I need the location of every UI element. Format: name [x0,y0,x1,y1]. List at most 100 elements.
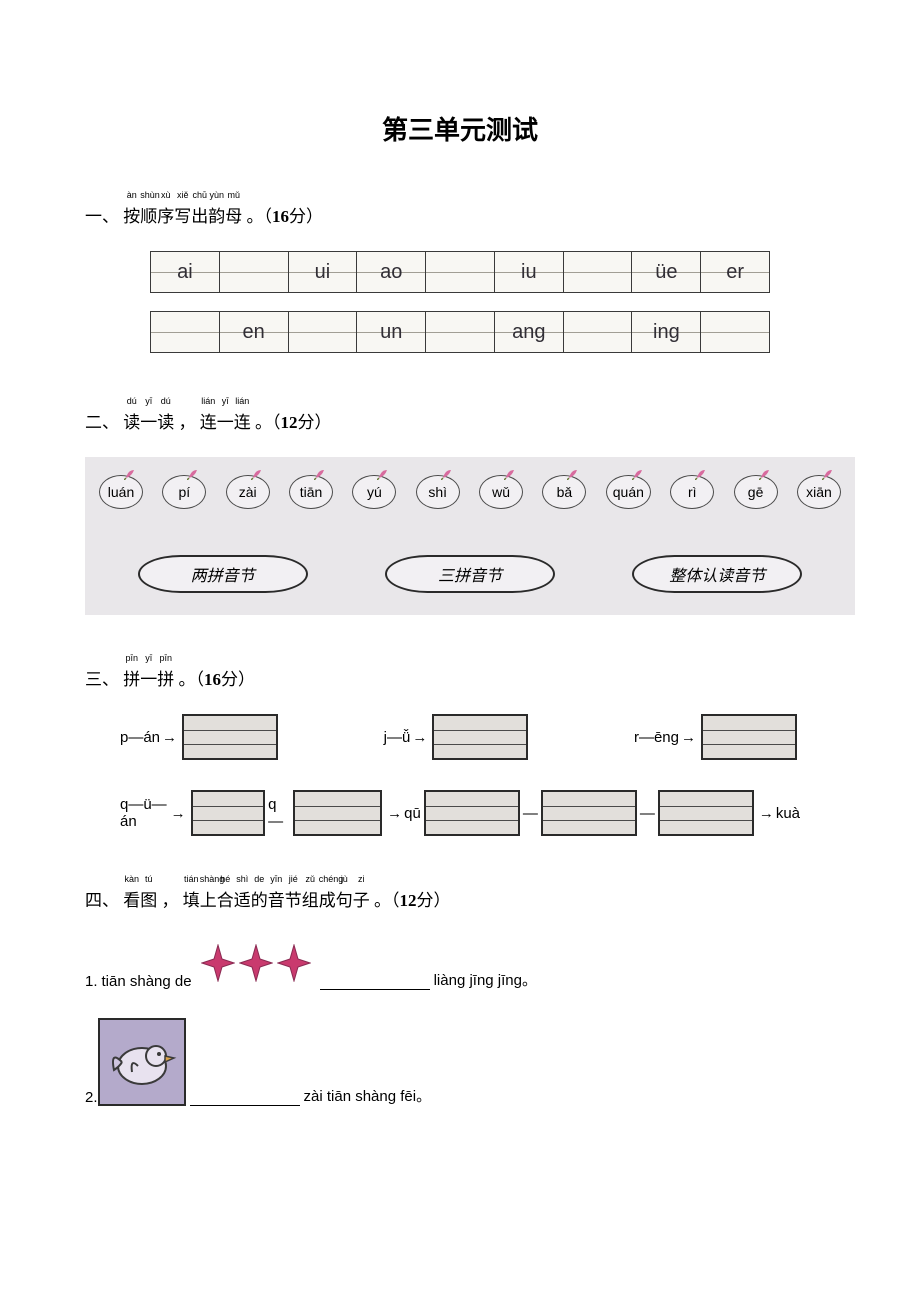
syllable-bubble[interactable]: wǔ [479,475,523,509]
grid-cell[interactable] [564,252,633,292]
leaf-icon [124,468,134,478]
answer-box[interactable] [424,790,520,836]
page-title: 第三单元测试 [85,110,835,147]
ruby-char: yī一 [140,408,157,433]
bird-icon [98,1018,186,1106]
leaf-icon [187,468,197,478]
q4-number: 四、 [85,891,119,910]
leaf-icon [822,468,832,478]
q3-item: j—ǚ→ [384,714,532,760]
ruby-char: tú图 [140,886,157,911]
grid-cell: üe [632,252,701,292]
q4-item2-blank[interactable] [190,1105,300,1106]
q1-ruby-text: àn按shùn顺xù序xiě写chū出yùn韵mǔ母 [123,207,242,226]
grid-cell[interactable] [151,312,220,352]
leaf-icon [377,468,387,478]
answer-box[interactable] [293,790,382,836]
q1-grid: aiuiaoiuüeer enunanging [85,251,835,353]
leaf-icon [632,468,642,478]
ruby-char: dú读 [157,408,174,433]
q3-row1: p—án→j—ǚ→r—ēng→ [120,714,800,760]
ruby-char: jié节 [285,886,302,911]
answer-box[interactable] [658,790,754,836]
q1-row1: aiuiaoiuüeer [150,251,770,293]
ruby-char: jù句 [336,886,353,911]
leaf-icon [251,468,261,478]
q3-item: q—→qū [268,790,421,836]
category-oval[interactable]: 三拼音节 [385,555,555,593]
grid-cell: ang [495,312,564,352]
q2-heading: 二、 dú读yī一dú读 ， lián连yī一lián连 。（12分） [85,408,835,433]
answer-box[interactable] [191,790,266,836]
category-oval[interactable]: 两拼音节 [138,555,308,593]
q2-tail2: 分） [298,413,332,432]
q4-heading: 四、 kàn看tú图 ， tián填shàng上hé合shì适de的yīn音ji… [85,886,835,911]
ruby-char: zi子 [353,886,370,911]
q2-panel: luánpízàitiānyúshìwǔbǎquánrìgēxiān 两拼音节 三… [85,457,855,615]
q4-points: 12 [400,891,417,910]
ruby-char: lián连 [200,408,217,433]
q4-ruby-text: kàn看tú图 [123,891,157,910]
grid-cell[interactable] [564,312,633,352]
q1-row2: enunanging [150,311,770,353]
grid-cell[interactable] [289,312,358,352]
grid-cell[interactable] [426,312,495,352]
ruby-char: yī一 [217,408,234,433]
syllable-bubble[interactable]: tiān [289,475,333,509]
ruby-char: lián连 [234,408,251,433]
q2-category-row: 两拼音节 三拼音节 整体认读音节 [99,555,841,593]
leaf-icon [314,468,324,478]
grid-cell: ui [289,252,358,292]
syllable-bubble[interactable]: zài [226,475,270,509]
q4-ruby-text2: tián填shàng上hé合shì适de的yīn音jié节zǔ组chéng成jù… [183,891,370,910]
ruby-char: tián填 [183,886,200,911]
syllable-bubble[interactable]: xiān [797,475,841,509]
stars-icon [196,935,316,990]
ruby-char: àn按 [123,202,140,227]
q4-item1: 1. tiān shàng de liàng jīng jīng。 [85,935,835,990]
syllable-bubble[interactable]: rì [670,475,714,509]
syllable-bubble[interactable]: yú [352,475,396,509]
q3-tail2: 分） [221,670,255,689]
grid-cell[interactable] [220,252,289,292]
syllable-bubble[interactable]: gē [734,475,778,509]
grid-cell: ing [632,312,701,352]
syllable-bubble[interactable]: quán [606,475,651,509]
syllable-bubble[interactable]: luán [99,475,143,509]
q3-item: ——→kuà [421,790,800,836]
q4-tail: 。（ [374,891,400,910]
leaf-icon [441,468,451,478]
q2-mid: ， [179,413,196,432]
grid-cell: en [220,312,289,352]
answer-box[interactable] [432,714,528,760]
leaf-icon [504,468,514,478]
q2-syllable-row: luánpízàitiānyúshìwǔbǎquánrìgēxiān [99,475,841,509]
q4-item1-blank[interactable] [320,989,430,990]
ruby-char: zǔ组 [302,886,319,911]
q1-tail2: 分） [289,207,323,226]
grid-cell[interactable] [701,312,769,352]
answer-box[interactable] [701,714,797,760]
q4-item1-post: liàng jīng jīng。 [434,969,537,990]
syllable-bubble[interactable]: bǎ [542,475,586,509]
ruby-char: dú读 [123,408,140,433]
ruby-char: yī一 [140,665,157,690]
q4-item1-num: 1. [85,973,98,990]
leaf-icon [695,468,705,478]
grid-cell: er [701,252,769,292]
answer-box[interactable] [541,790,637,836]
answer-box[interactable] [182,714,278,760]
ruby-char: chū出 [191,202,208,227]
category-oval[interactable]: 整体认读音节 [632,555,802,593]
q1-number: 一、 [85,207,119,226]
q1-points: 16 [272,207,289,226]
leaf-icon [759,468,769,478]
syllable-bubble[interactable]: shì [416,475,460,509]
syllable-bubble[interactable]: pí [162,475,206,509]
grid-cell: ai [151,252,220,292]
ruby-char: shùn顺 [140,202,157,227]
ruby-char: mǔ母 [225,202,242,227]
leaf-icon [567,468,577,478]
grid-cell[interactable] [426,252,495,292]
q3-item: r—ēng→ [634,714,800,760]
